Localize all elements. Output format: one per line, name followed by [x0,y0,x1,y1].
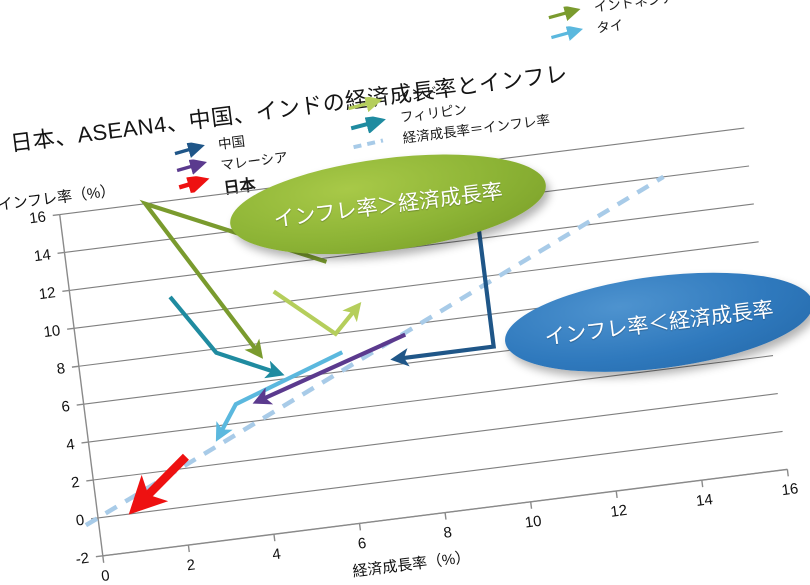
y-tick-label: 6 [60,398,70,416]
legend-item-thailand [548,22,588,47]
x-tick-label: 6 [357,535,367,553]
gridline [93,392,778,481]
x-tick-label: 4 [271,546,281,564]
arrow-icon [174,157,214,178]
gridline [74,241,759,329]
x-tick-label: 10 [524,513,543,532]
legend-group-left: 中国 マレーシア 日本 [172,134,288,198]
dashed-line-icon [351,135,391,156]
y-tick-label: 4 [65,436,75,454]
y-tick [86,479,94,482]
y-tick-label: -2 [75,550,90,569]
x-axis-title: 経済成長率（%） [352,549,472,581]
legend-group-right: インドネシア タイ [546,0,675,47]
y-tick [67,327,75,330]
x-tick-label: 12 [609,502,628,521]
y-tick-label: 14 [33,246,52,265]
y-axis [59,214,104,556]
x-tick [187,544,190,553]
reference-line-parity [84,174,665,528]
x-tick [444,512,447,520]
y-tick [71,365,79,368]
arrow-icon [348,114,388,136]
x-tick [273,534,276,542]
x-tick-label: 14 [695,491,714,510]
series-arrow [215,350,344,442]
series-arrow [272,289,362,337]
gridline [88,355,774,443]
series-arrow [390,188,497,367]
y-tick-label: 8 [56,360,66,378]
series-arrow [252,332,407,405]
y-tick-label: 0 [75,512,85,530]
legend-group-mid: インド フィリピン 経済成長率＝インフレ率 [345,84,551,158]
y-tick-label: 12 [38,284,57,303]
y-tick-label: 2 [70,474,80,492]
series-arrow [168,295,285,379]
arrow-icon [548,24,588,45]
series-arrow [128,453,189,515]
legend-item-india [345,93,385,118]
x-tick [615,490,618,499]
x-tick [701,480,704,488]
arrow-icon [346,95,386,116]
legend-item-malaysia [174,155,214,180]
x-tick [358,523,362,531]
y-tick [81,441,89,444]
x-tick-label: 16 [781,480,800,499]
legend-item-parity-line [350,133,390,158]
legend-item-japan [176,172,216,197]
y-tick-label: 16 [28,208,47,227]
y-tick [76,403,84,406]
y-tick [52,213,60,217]
x-tick [102,555,105,563]
arrow-icon [176,174,216,195]
legend-item-china [172,138,212,163]
legend-item-indonesia [546,2,586,27]
legend-item-philippines [348,113,388,138]
arrow-icon [172,140,212,161]
y-tick [57,251,65,255]
y-tick [62,289,70,292]
arrow-icon [546,4,586,25]
x-tick [529,501,533,509]
x-tick-label: 2 [186,556,196,574]
x-tick-label: 8 [442,524,452,542]
y-tick [95,555,103,558]
x-tick [786,469,789,477]
y-tick-label: 10 [43,322,62,341]
gridline [97,430,783,519]
x-tick-label: 0 [100,567,110,585]
